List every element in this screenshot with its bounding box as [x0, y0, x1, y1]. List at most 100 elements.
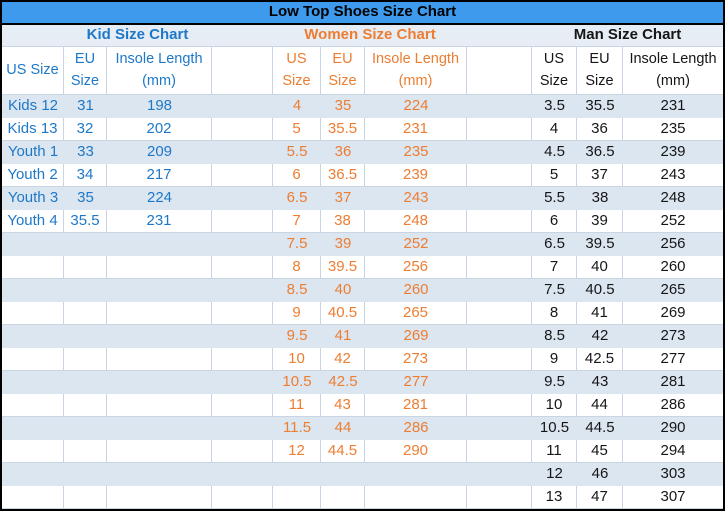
section-header-spacer [467, 25, 532, 47]
size-cell [64, 279, 107, 302]
size-cell [467, 233, 532, 256]
size-cell: 11.5 [273, 417, 321, 440]
size-cell: 40.5 [577, 279, 623, 302]
size-cell: 35.5 [321, 118, 365, 141]
size-cell: 10.5 [532, 417, 577, 440]
size-cell [212, 233, 273, 256]
size-cell [212, 417, 273, 440]
column-header-man-insole: Insole Length (mm) [623, 47, 723, 95]
size-cell [467, 118, 532, 141]
size-cell: 4 [532, 118, 577, 141]
size-cell: 273 [623, 325, 723, 348]
section-header-man: Man Size Chart [532, 25, 723, 47]
size-cell: Youth 2 [2, 164, 64, 187]
size-cell [64, 256, 107, 279]
size-cell: 286 [365, 417, 467, 440]
size-cell [107, 302, 212, 325]
size-cell [64, 440, 107, 463]
size-cell [2, 279, 64, 302]
size-cell: 47 [577, 486, 623, 509]
size-cell [467, 463, 532, 486]
size-cell: 10 [532, 394, 577, 417]
size-cell: 13 [532, 486, 577, 509]
size-cell: 231 [365, 118, 467, 141]
size-cell [212, 187, 273, 210]
size-cell: Youth 4 [2, 210, 64, 233]
size-cell: 269 [623, 302, 723, 325]
size-cell [64, 417, 107, 440]
size-cell: 9.5 [532, 371, 577, 394]
size-cell: 37 [577, 164, 623, 187]
size-cell: 256 [365, 256, 467, 279]
size-cell: 38 [321, 210, 365, 233]
size-cell [2, 233, 64, 256]
section-header-women: Women Size Chart [273, 25, 467, 47]
size-cell: 7.5 [532, 279, 577, 302]
size-cell [467, 302, 532, 325]
size-cell [467, 417, 532, 440]
size-cell: 33 [64, 141, 107, 164]
size-cell [64, 325, 107, 348]
size-cell [467, 95, 532, 118]
size-cell: 260 [623, 256, 723, 279]
size-cell: 5 [532, 164, 577, 187]
column-header-kid-us: US Size [2, 47, 64, 95]
size-cell: 243 [623, 164, 723, 187]
size-cell [212, 210, 273, 233]
size-cell: 38 [577, 187, 623, 210]
size-cell: 260 [365, 279, 467, 302]
size-cell [2, 348, 64, 371]
size-cell [2, 417, 64, 440]
size-cell [467, 210, 532, 233]
size-cell: 39.5 [321, 256, 365, 279]
column-header-spacer [212, 47, 273, 95]
size-cell: 40 [577, 256, 623, 279]
size-cell: 39 [577, 210, 623, 233]
size-cell [273, 486, 321, 509]
size-cell [212, 302, 273, 325]
column-header-women-us: US Size [273, 47, 321, 95]
size-cell: 7 [273, 210, 321, 233]
size-cell: 6 [532, 210, 577, 233]
size-cell: 7.5 [273, 233, 321, 256]
size-cell: 45 [577, 440, 623, 463]
size-cell [321, 486, 365, 509]
size-cell [107, 233, 212, 256]
size-cell: 224 [365, 95, 467, 118]
size-cell [2, 440, 64, 463]
size-cell: 39 [321, 233, 365, 256]
size-cell [467, 279, 532, 302]
size-cell: 37 [321, 187, 365, 210]
size-cell [107, 440, 212, 463]
size-cell: 235 [365, 141, 467, 164]
size-cell: Kids 12 [2, 95, 64, 118]
size-cell: 277 [365, 371, 467, 394]
size-cell: Youth 1 [2, 141, 64, 164]
size-cell: 4 [273, 95, 321, 118]
size-cell: 269 [365, 325, 467, 348]
size-cell: 5.5 [532, 187, 577, 210]
column-header-spacer [467, 47, 532, 95]
size-cell [467, 348, 532, 371]
size-cell [212, 141, 273, 164]
size-cell [467, 164, 532, 187]
size-cell: 290 [365, 440, 467, 463]
size-cell [107, 486, 212, 509]
size-cell: 36.5 [321, 164, 365, 187]
size-cell: 9 [532, 348, 577, 371]
size-cell: 252 [365, 233, 467, 256]
size-cell: 41 [577, 302, 623, 325]
size-cell [212, 325, 273, 348]
size-cell: 202 [107, 118, 212, 141]
size-cell [2, 394, 64, 417]
size-cell: 44 [577, 394, 623, 417]
size-cell: 43 [321, 394, 365, 417]
size-cell: 44.5 [577, 417, 623, 440]
size-cell [107, 325, 212, 348]
size-cell [212, 348, 273, 371]
size-cell: 8 [273, 256, 321, 279]
size-cell [2, 325, 64, 348]
size-cell [467, 394, 532, 417]
size-cell: 239 [365, 164, 467, 187]
